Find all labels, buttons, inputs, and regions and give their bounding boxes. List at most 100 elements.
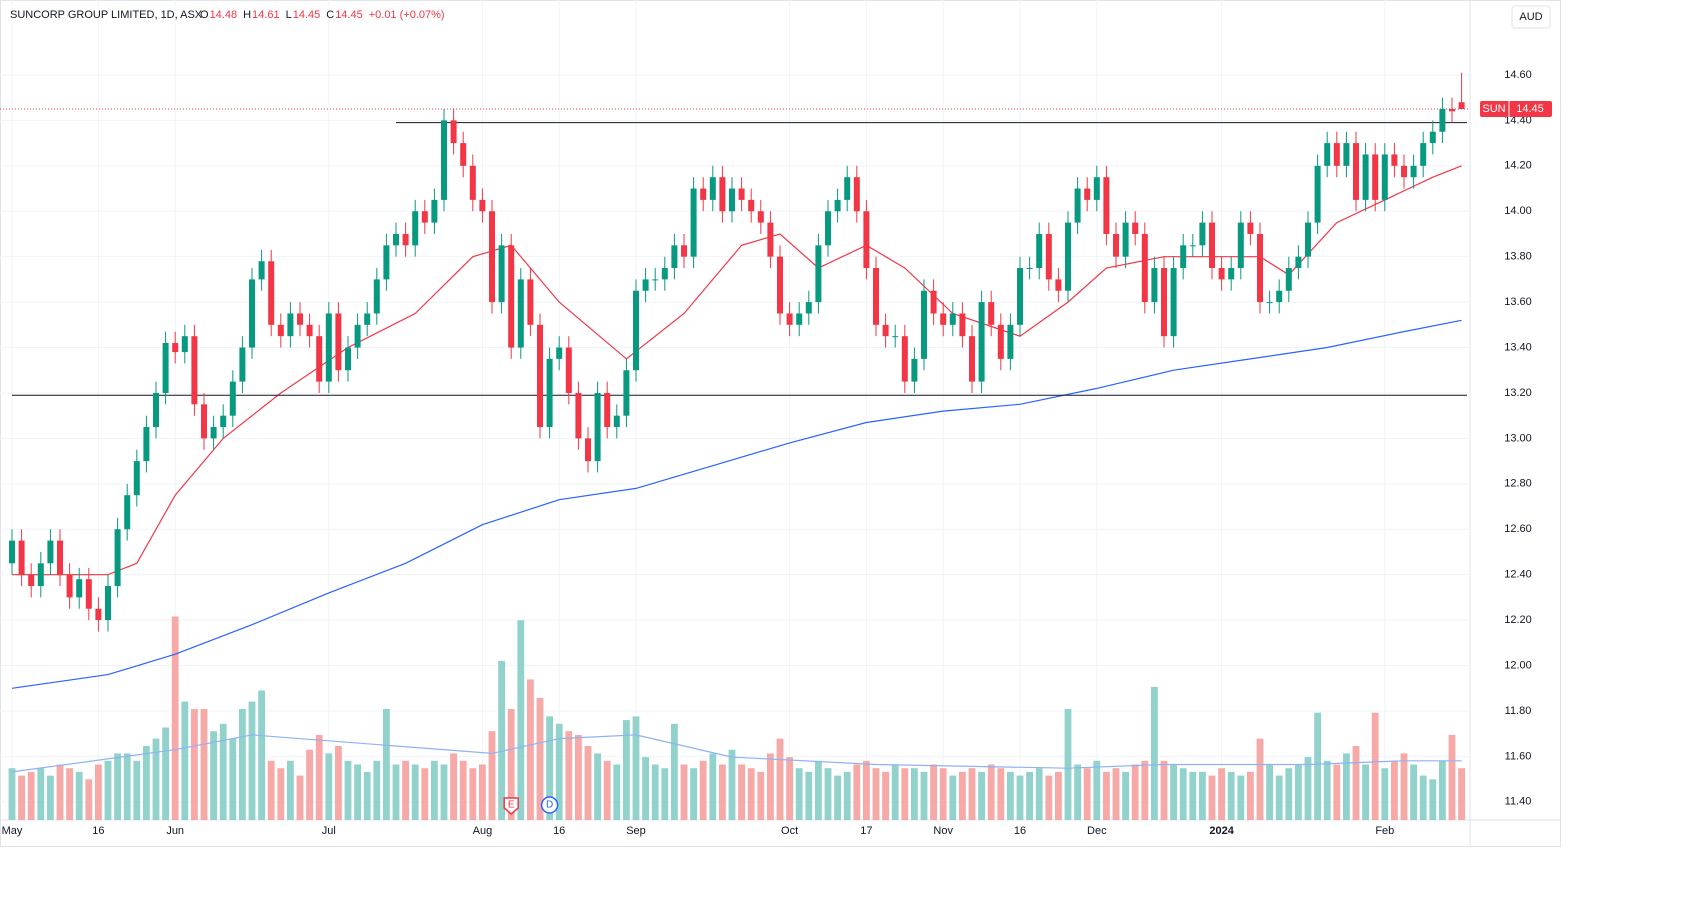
candle-body	[1458, 102, 1465, 110]
candle-body	[719, 177, 726, 212]
y-tick-label: 12.00	[1504, 659, 1532, 671]
candle-body	[1055, 279, 1062, 291]
frame	[0, 0, 1561, 847]
candle-body	[757, 211, 764, 223]
volume-bar	[1103, 771, 1110, 820]
candle-body	[796, 313, 803, 325]
moving-average	[11, 734, 1462, 773]
volume-bar	[440, 764, 448, 820]
candle-body	[988, 302, 995, 325]
candle-body	[1228, 268, 1235, 280]
volume-bar	[1391, 760, 1398, 820]
volume-bar	[325, 753, 333, 820]
candle-body	[604, 392, 611, 428]
candle-body	[325, 313, 332, 382]
volume-bar	[584, 746, 592, 820]
volume-bar	[133, 760, 141, 820]
candle-body	[997, 324, 1004, 359]
x-tick-label: Oct	[781, 825, 798, 837]
candle-body	[133, 461, 140, 496]
volume-bar	[1323, 760, 1331, 820]
candle-body	[431, 199, 438, 223]
volume-bar	[555, 723, 563, 820]
volume-bar	[392, 764, 400, 820]
candle-body	[1362, 154, 1369, 200]
event-marker	[503, 797, 519, 815]
candle-body	[1026, 268, 1033, 270]
volume-bar	[747, 768, 755, 820]
candle-body	[1372, 154, 1379, 200]
candle-body	[517, 279, 524, 348]
event-label: E	[508, 800, 515, 811]
volume-bar	[191, 709, 198, 820]
volume-bar	[632, 716, 640, 820]
y-tick-label: 14.40	[1504, 114, 1532, 126]
candle-body	[1065, 222, 1071, 291]
candle-body	[76, 579, 83, 598]
volume-bar	[959, 771, 966, 820]
volume-bar	[56, 764, 64, 820]
candle-body	[1007, 324, 1014, 359]
volume-bar	[997, 768, 1005, 820]
volume-bar	[882, 771, 889, 820]
candle-body	[911, 358, 918, 382]
x-tick-label: Dec	[1087, 825, 1107, 837]
volume-bar	[1410, 764, 1417, 820]
candle-body	[565, 347, 572, 393]
volume-bar	[575, 734, 582, 820]
y-tick-label: 13.80	[1504, 251, 1532, 263]
volume-bar	[786, 757, 793, 820]
volume-bar	[373, 760, 381, 820]
candle-body	[479, 199, 486, 212]
candle-body	[1045, 233, 1052, 280]
ohlc-label: L	[286, 9, 292, 21]
candle-body	[210, 427, 217, 439]
volume-bar	[795, 768, 803, 820]
ohlc-value: 14.61	[252, 9, 280, 21]
volume-bar	[565, 731, 573, 820]
volume-bar	[1170, 764, 1177, 820]
candle-body	[1122, 222, 1129, 257]
candle-body	[853, 177, 860, 212]
volume-bar	[469, 768, 477, 820]
volume-bar	[431, 760, 438, 820]
x-tick-label: Aug	[473, 825, 493, 837]
candle-body	[1074, 188, 1081, 223]
candle-body	[882, 324, 889, 337]
volume-bar	[1256, 738, 1264, 820]
candle-body	[1180, 245, 1187, 269]
candle-body	[489, 211, 495, 303]
volume-bar	[239, 709, 246, 820]
candle-body	[1449, 109, 1455, 112]
volume-bar	[1045, 775, 1053, 820]
y-tick-label: 14.60	[1504, 69, 1532, 81]
volume-bar	[920, 771, 928, 820]
candle-body	[901, 336, 908, 382]
candle-body	[498, 245, 505, 303]
price-tag-value: 14.45	[1516, 103, 1544, 115]
volume-bar	[1074, 764, 1081, 820]
grid	[0, 0, 1470, 820]
y-tick-label: 12.60	[1504, 523, 1532, 535]
candle-body	[1266, 302, 1273, 304]
candle-body	[364, 313, 371, 325]
volume-bar	[315, 734, 323, 820]
currency-box[interactable]	[1511, 5, 1551, 29]
candle-body	[940, 313, 947, 325]
candle-body	[1391, 154, 1398, 166]
volume-bar	[1112, 768, 1120, 820]
candle-body	[1410, 165, 1417, 178]
volume-bar	[642, 757, 649, 820]
candle-body	[277, 324, 284, 337]
volume-bar	[143, 746, 150, 820]
volume-bar	[1122, 771, 1129, 820]
y-tick-label: 13.40	[1504, 341, 1532, 353]
candle-body	[181, 336, 188, 353]
candle-body	[258, 261, 265, 280]
candle-body	[1199, 222, 1206, 246]
y-tick-label: 13.20	[1504, 387, 1532, 399]
volume-bar	[181, 701, 189, 820]
volume-bar	[1160, 760, 1168, 820]
volume-bar	[1458, 768, 1465, 820]
